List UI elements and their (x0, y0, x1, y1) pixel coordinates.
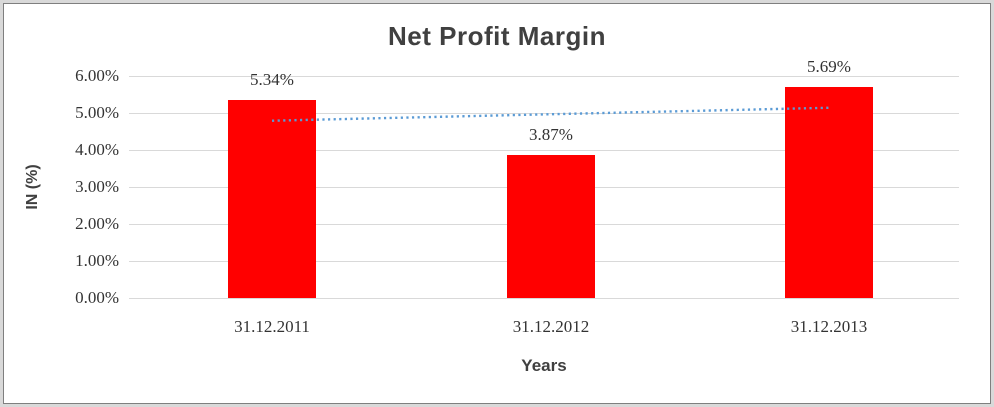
y-tick-label: 2.00% (75, 214, 119, 233)
bar-31.12.2013 (785, 87, 873, 298)
chart-title: Net Profit Margin (388, 21, 606, 51)
category-label: 31.12.2011 (234, 317, 310, 336)
data-label: 3.87% (529, 124, 573, 144)
y-tick-label: 3.00% (75, 177, 119, 196)
y-tick-label: 6.00% (75, 66, 119, 85)
gridline-6.00% (129, 76, 959, 77)
bar-31.12.2011 (228, 100, 316, 298)
category-label: 31.12.2013 (790, 317, 868, 336)
y-tick-label: 5.00% (75, 103, 119, 122)
y-axis-title: IN (%) (24, 164, 41, 210)
gridline-0.00% (129, 298, 959, 299)
gridline-4.00% (129, 150, 959, 151)
trendline-path (271, 106, 830, 122)
category-label: 31.12.2012 (512, 317, 590, 336)
y-tick-label: 4.00% (75, 140, 119, 159)
data-label: 5.69% (807, 57, 851, 77)
y-tick-label: 0.00% (75, 288, 119, 307)
x-axis-title: Years (521, 356, 567, 375)
bar-31.12.2012 (507, 154, 595, 298)
y-tick-label: 1.00% (75, 251, 119, 270)
data-label: 5.34% (250, 70, 294, 90)
